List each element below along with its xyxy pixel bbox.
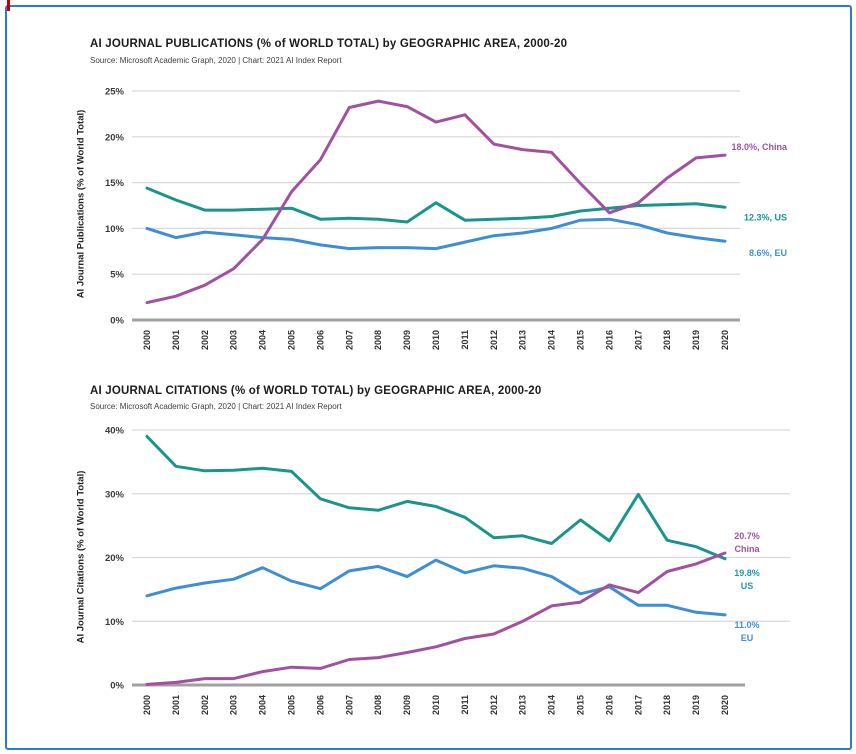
end-label-us: US: [741, 581, 754, 591]
x-tick-label-2000: 2000: [142, 330, 152, 350]
x-tick-label-2005: 2005: [287, 695, 297, 715]
x-tick-label-2008: 2008: [373, 330, 383, 350]
y-tick-label: 15%: [105, 178, 125, 189]
x-tick-label-2003: 2003: [229, 695, 239, 715]
publications-chart-title: AI JOURNAL PUBLICATIONS (% of WORLD TOTA…: [90, 38, 568, 50]
x-tick-label-2011: 2011: [460, 330, 470, 350]
publications-chart-source: Source: Microsoft Academic Graph, 2020 |…: [90, 56, 342, 65]
citations-line-chart: 0% 10% 20% 30% 40% 2000 2001 2002 2003 2004 2005 20…: [105, 426, 790, 715]
x-tick-label-2012: 2012: [489, 695, 499, 715]
y-tick-label: 25%: [105, 87, 125, 98]
x-tick-label-2017: 2017: [633, 695, 643, 715]
x-tick-label-2005: 2005: [287, 330, 297, 350]
corner-cursor-mark: [7, 0, 10, 11]
series-line-china: [145, 551, 727, 686]
end-label-china: China: [734, 544, 760, 554]
x-tick-label-2007: 2007: [344, 695, 354, 715]
x-tick-label-2000: 2000: [142, 695, 152, 715]
x-tick-label-2017: 2017: [633, 330, 643, 350]
x-tick-label-2009: 2009: [402, 695, 412, 715]
end-label-us: 12.3%, US: [744, 212, 787, 222]
x-tick-label-2007: 2007: [344, 330, 354, 350]
series-line-china: [145, 99, 727, 305]
end-label-eu: 11.0%: [734, 620, 759, 630]
x-tick-label-2009: 2009: [402, 330, 412, 350]
x-tick-label-2012: 2012: [489, 330, 499, 350]
x-tick-label-2001: 2001: [171, 695, 181, 715]
x-tick-label-2013: 2013: [518, 695, 528, 715]
y-tick-label: 10%: [105, 617, 125, 628]
x-tick-label-2003: 2003: [229, 330, 239, 350]
y-tick-label: 0%: [110, 316, 124, 327]
x-tick-label-2015: 2015: [576, 330, 586, 350]
x-tick-label-2013: 2013: [518, 330, 528, 350]
x-tick-label-2008: 2008: [373, 695, 383, 715]
series-line-us: [145, 186, 727, 224]
y-tick-label: 20%: [105, 132, 125, 143]
x-tick-label-2010: 2010: [431, 695, 441, 715]
series-line-eu: [145, 217, 727, 251]
series-line-us: [145, 434, 727, 561]
x-tick-label-2004: 2004: [258, 695, 268, 715]
x-tick-label-2010: 2010: [431, 330, 441, 350]
x-tick-label-2019: 2019: [691, 695, 701, 715]
y-tick-label: 20%: [105, 553, 125, 564]
y-tick-label: 30%: [105, 489, 125, 500]
x-tick-label-2001: 2001: [171, 330, 181, 350]
y-tick-label: 40%: [105, 426, 125, 437]
x-tick-label-2006: 2006: [315, 695, 325, 715]
series-line-eu: [145, 558, 727, 617]
y-tick-label: 10%: [105, 224, 125, 235]
y-tick-label: 0%: [110, 681, 124, 692]
end-label-us: 19.8%: [734, 568, 760, 578]
x-tick-label-2020: 2020: [720, 695, 730, 715]
publications-line-chart: 0% 5% 10% 15% 20% 25% 2000 2001 2002 2003 2004 2005…: [105, 87, 788, 351]
y-tick-label: 5%: [110, 270, 124, 281]
end-label-china: 20.7%: [734, 531, 760, 541]
x-tick-label-2014: 2014: [547, 330, 557, 350]
x-tick-label-2018: 2018: [662, 695, 672, 715]
x-tick-label-2011: 2011: [460, 695, 470, 715]
end-label-eu: EU: [741, 633, 754, 643]
citations-chart-title: AI JOURNAL CITATIONS (% of WORLD TOTAL) …: [90, 385, 542, 397]
x-tick-label-2020: 2020: [720, 330, 730, 350]
x-tick-label-2014: 2014: [547, 695, 557, 715]
x-tick-label-2002: 2002: [200, 330, 210, 350]
end-label-eu: 8.6%, EU: [749, 248, 787, 258]
x-tick-label-2018: 2018: [662, 330, 672, 350]
x-tick-label-2004: 2004: [258, 330, 268, 350]
x-tick-label-2002: 2002: [200, 695, 210, 715]
x-tick-label-2016: 2016: [604, 330, 614, 350]
x-tick-label-2006: 2006: [315, 330, 325, 350]
citations-chart-source: Source: Microsoft Academic Graph, 2020 |…: [90, 402, 342, 411]
x-tick-label-2016: 2016: [604, 695, 614, 715]
x-tick-label-2019: 2019: [691, 330, 701, 350]
end-label-china: 18.0%, China: [731, 142, 788, 152]
x-tick-label-2015: 2015: [576, 695, 586, 715]
